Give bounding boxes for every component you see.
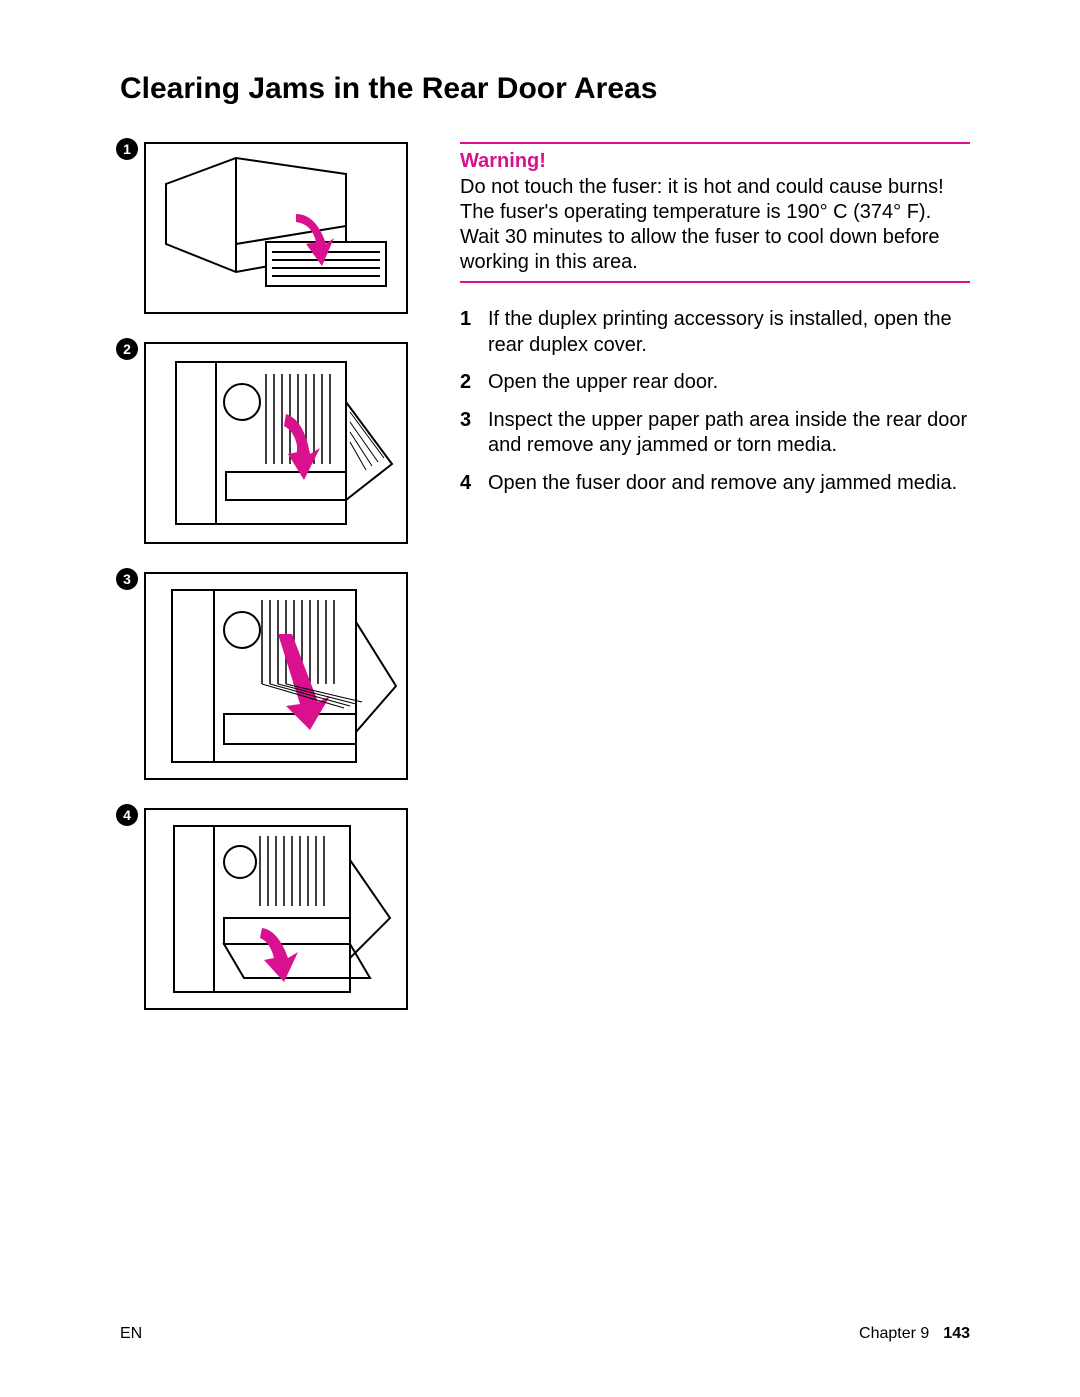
figure-2: 2 (120, 342, 420, 544)
text-column: Warning! Do not touch the fuser: it is h… (460, 142, 970, 509)
footer-right: Chapter 9 143 (859, 1325, 970, 1343)
printer-diagram-4-icon (146, 810, 406, 1008)
step-num-2: 2 (460, 370, 488, 396)
step-text-1: If the duplex printing accessory is inst… (488, 307, 970, 358)
figure-badge-4: 4 (116, 804, 138, 826)
step-num-1: 1 (460, 307, 488, 358)
figure-frame-4 (144, 808, 408, 1010)
printer-diagram-1-icon (146, 144, 406, 312)
footer-page-number: 143 (943, 1325, 970, 1342)
figure-badge-3: 3 (116, 568, 138, 590)
step-4: 4 Open the fuser door and remove any jam… (460, 471, 970, 497)
content-columns: 1 2 (120, 142, 970, 1038)
figure-badge-1: 1 (116, 138, 138, 160)
figure-frame-1 (144, 142, 408, 314)
warning-rule-bottom (460, 281, 970, 283)
warning-label: Warning! (460, 150, 970, 173)
page-footer: EN Chapter 9 143 (120, 1325, 970, 1343)
figure-frame-3 (144, 572, 408, 780)
footer-chapter: Chapter 9 (859, 1325, 929, 1342)
step-2: 2 Open the upper rear door. (460, 370, 970, 396)
footer-left: EN (120, 1325, 142, 1343)
figure-badge-2: 2 (116, 338, 138, 360)
figure-4: 4 (120, 808, 420, 1010)
step-text-2: Open the upper rear door. (488, 370, 970, 396)
printer-diagram-2-icon (146, 344, 406, 542)
manual-page: Clearing Jams in the Rear Door Areas 1 (0, 0, 1080, 1397)
figure-3: 3 (120, 572, 420, 780)
figures-column: 1 2 (120, 142, 420, 1038)
printer-diagram-3-icon (146, 574, 406, 778)
steps-list: 1 If the duplex printing accessory is in… (460, 307, 970, 497)
step-text-4: Open the fuser door and remove any jamme… (488, 471, 970, 497)
warning-text: Do not touch the fuser: it is hot and co… (460, 175, 970, 275)
figure-frame-2 (144, 342, 408, 544)
step-1: 1 If the duplex printing accessory is in… (460, 307, 970, 358)
warning-rule-top (460, 142, 970, 144)
step-num-3: 3 (460, 408, 488, 459)
step-text-3: Inspect the upper paper path area inside… (488, 408, 970, 459)
step-num-4: 4 (460, 471, 488, 497)
page-title: Clearing Jams in the Rear Door Areas (120, 72, 970, 106)
step-3: 3 Inspect the upper paper path area insi… (460, 408, 970, 459)
figure-1: 1 (120, 142, 420, 314)
